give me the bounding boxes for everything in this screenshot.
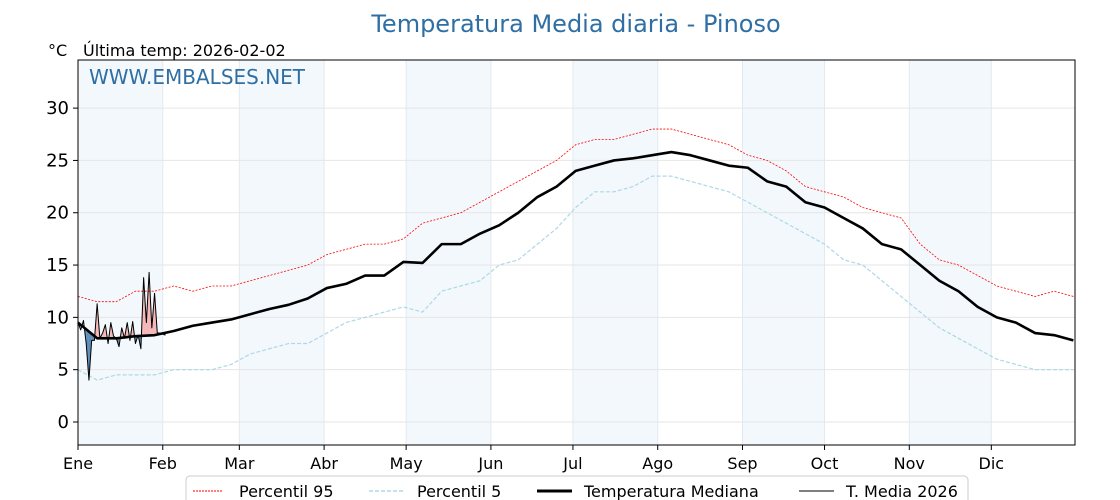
ytick-label-5: 5 bbox=[58, 360, 69, 381]
xtick-label-may: May bbox=[390, 454, 423, 473]
month-shade-ene bbox=[78, 60, 163, 445]
xtick-label-sep: Sep bbox=[727, 454, 757, 473]
unit-label: °C bbox=[48, 41, 67, 60]
legend-label-p95: Percentil 95 bbox=[239, 482, 334, 500]
month-shade-mar bbox=[239, 60, 325, 445]
xtick-label-dic: Dic bbox=[979, 454, 1005, 473]
xtick-label-jul: Jul bbox=[562, 454, 582, 473]
ytick-label-30: 30 bbox=[46, 98, 69, 119]
watermark: WWW.EMBALSES.NET bbox=[89, 65, 306, 89]
xtick-label-ene: Ene bbox=[63, 454, 93, 473]
month-shade-sep bbox=[742, 60, 825, 445]
legend: Percentil 95 Percentil 5 Temperatura Med… bbox=[185, 475, 969, 500]
chart-title: Temperatura Media diaria - Pinoso bbox=[370, 10, 780, 38]
ytick-label-10: 10 bbox=[46, 307, 69, 328]
xtick-label-mar: Mar bbox=[224, 454, 255, 473]
ytick-label-15: 15 bbox=[46, 255, 69, 276]
legend-label-2026: T. Media 2026 bbox=[845, 482, 958, 500]
xtick-label-abr: Abr bbox=[310, 454, 338, 473]
xtick-label-oct: Oct bbox=[811, 454, 839, 473]
last-temp-label: Última temp: 2026-02-02 bbox=[83, 41, 286, 60]
ytick-label-25: 25 bbox=[46, 150, 69, 171]
plot-frame bbox=[77, 59, 1076, 446]
xtick-label-nov: Nov bbox=[894, 454, 925, 473]
xtick-label-jun: Jun bbox=[477, 454, 503, 473]
month-shade-jul bbox=[572, 60, 658, 445]
month-shade-nov bbox=[909, 60, 992, 445]
ytick-label-20: 20 bbox=[46, 203, 69, 224]
legend-label-p5: Percentil 5 bbox=[417, 482, 501, 500]
ytick-label-0: 0 bbox=[58, 412, 69, 433]
legend-label-median: Temperatura Mediana bbox=[583, 482, 759, 500]
month-shade-may bbox=[406, 60, 491, 445]
xtick-label-ago: Ago bbox=[642, 454, 673, 473]
xtick-label-feb: Feb bbox=[149, 454, 177, 473]
